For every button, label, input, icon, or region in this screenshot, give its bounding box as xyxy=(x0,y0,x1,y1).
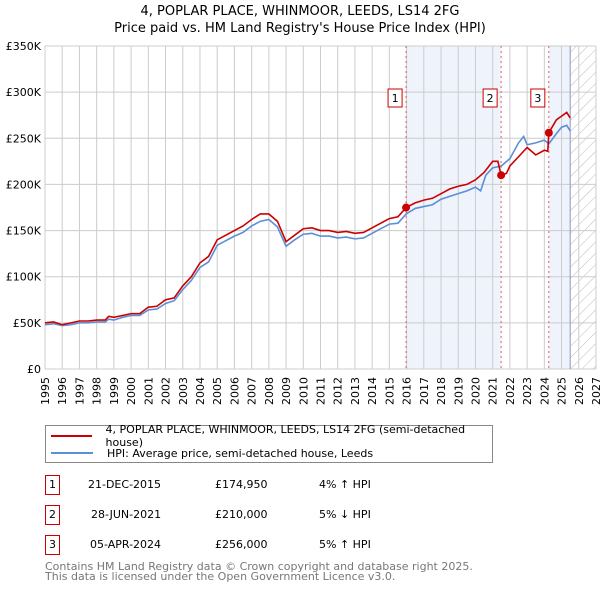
hpi-diff: 5% ↓ HPI xyxy=(319,508,371,521)
sale-label-box xyxy=(482,88,498,108)
legend-swatch xyxy=(51,435,92,437)
chart-subtitle: Price paid vs. HM Land Registry's House … xyxy=(114,21,486,36)
legend-item-property: 4, POPLAR PLACE, WHINMOOR, LEEDS, LS14 2… xyxy=(46,423,492,449)
x-tick-label: 2024 xyxy=(538,377,551,405)
legend-label: 4, POPLAR PLACE, WHINMOOR, LEEDS, LS14 2… xyxy=(105,423,466,449)
legend: 4, POPLAR PLACE, WHINMOOR, LEEDS, LS14 2… xyxy=(45,423,493,463)
x-tick-label: 2027 xyxy=(590,377,600,405)
price: £174,950 xyxy=(215,478,268,491)
x-tick-label: 1996 xyxy=(56,377,69,405)
x-tick-label: 2020 xyxy=(469,377,482,405)
marker-badge: 3 xyxy=(45,535,60,555)
x-tick-label: 1998 xyxy=(91,377,104,405)
chart-title: 4, POPLAR PLACE, WHINMOOR, LEEDS, LS14 2… xyxy=(140,4,460,19)
sale-point xyxy=(402,203,411,212)
highlight-band xyxy=(548,46,571,369)
y-tick-label: £300K xyxy=(6,86,42,99)
date: 21-DEC-2015 xyxy=(88,478,162,491)
y-tick-label: £250K xyxy=(6,132,42,145)
footer-licence: This data is licensed under the Open Gov… xyxy=(45,570,396,583)
x-tick-label: 2006 xyxy=(228,377,241,405)
x-tick-label: 2023 xyxy=(521,377,534,405)
legend-swatch xyxy=(51,452,93,454)
x-tick-label: 2025 xyxy=(556,377,569,405)
x-tick-label: 2005 xyxy=(211,377,224,405)
x-tick-label: 2000 xyxy=(125,377,138,405)
hpi-diff: 4% ↑ HPI xyxy=(319,478,371,491)
x-tick-label: 2026 xyxy=(573,377,586,405)
y-tick-label: £50K xyxy=(13,317,42,330)
x-tick-label: 2009 xyxy=(280,377,293,405)
x-tick-label: 2017 xyxy=(418,377,431,405)
x-tick-label: 2011 xyxy=(315,377,328,405)
property-price-line xyxy=(44,111,571,326)
x-tick-label: 2019 xyxy=(452,377,465,405)
x-tick-label: 1997 xyxy=(73,377,86,405)
x-tick-label: 2022 xyxy=(504,377,517,405)
sale-label: 1 xyxy=(392,92,399,105)
price-chart: 1995 1996 1997 1998 1999 2000 2001 2002 2003 2004… xyxy=(6,40,600,405)
x-tick-label: 2013 xyxy=(349,377,362,405)
x-tick-label: 2007 xyxy=(246,377,259,405)
x-tick-label: 2015 xyxy=(383,377,396,405)
legend-item-hpi: HPI: Average price, semi-detached house,… xyxy=(46,445,373,461)
x-tick-label: 2018 xyxy=(435,377,448,405)
sale-point xyxy=(497,171,506,180)
legend-label: HPI: Average price, semi-detached house,… xyxy=(107,446,374,460)
hpi-diff: 5% ↑ HPI xyxy=(319,538,371,551)
footer-copyright: Contains HM Land Registry data © Crown c… xyxy=(45,560,473,573)
hpi-line xyxy=(44,124,571,327)
sale-point xyxy=(544,128,553,137)
date: 05-APR-2024 xyxy=(90,538,162,551)
price: £256,000 xyxy=(215,538,268,551)
sale-label-box xyxy=(530,88,546,108)
marker-badge: 2 xyxy=(45,505,60,525)
y-tick-label: £150K xyxy=(6,225,42,238)
sale-label: 2 xyxy=(487,92,494,105)
x-tick-label: 2003 xyxy=(177,377,190,405)
x-tick-label: 1995 xyxy=(39,377,52,405)
y-tick-label: £200K xyxy=(6,178,42,191)
x-tick-label: 2012 xyxy=(332,377,345,405)
price: £210,000 xyxy=(215,508,268,521)
forecast-hatch xyxy=(570,46,596,369)
x-tick-label: 2021 xyxy=(487,377,500,405)
x-tick-label: 2004 xyxy=(194,377,207,405)
sale-label-box xyxy=(387,88,403,108)
marker-badge: 1 xyxy=(45,475,60,495)
x-tick-label: 2002 xyxy=(160,377,173,405)
y-tick-label: £100K xyxy=(6,271,42,284)
y-tick-label: £350K xyxy=(6,40,42,53)
date: 28-JUN-2021 xyxy=(91,508,162,521)
x-tick-label: 1999 xyxy=(108,377,121,405)
sale-label: 3 xyxy=(534,92,541,105)
x-tick-label: 2001 xyxy=(142,377,155,405)
y-tick-label: £0 xyxy=(27,363,41,376)
x-tick-label: 2008 xyxy=(263,377,276,405)
x-tick-label: 2016 xyxy=(401,377,414,405)
x-tick-label: 2014 xyxy=(366,377,379,405)
x-tick-label: 2010 xyxy=(297,377,310,405)
